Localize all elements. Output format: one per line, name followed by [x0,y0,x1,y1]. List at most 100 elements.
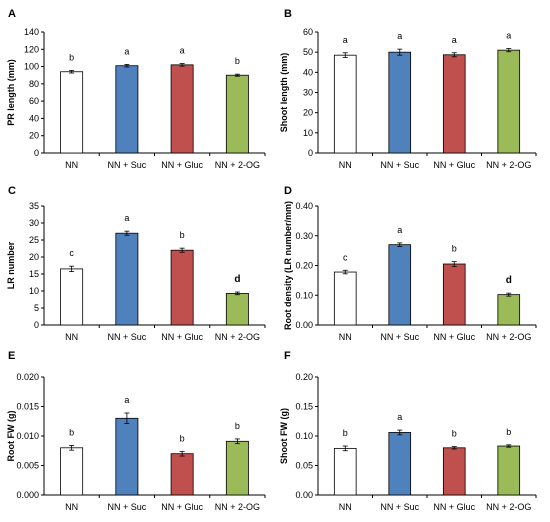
significance-letter: b [69,52,74,62]
bar [115,417,139,496]
bar [442,263,466,326]
y-tick-label: 60 [29,96,39,106]
significance-letter: a [180,46,185,56]
y-tick-label: 10 [303,128,313,138]
significance-letter: b [452,429,457,439]
significance-letter: d [506,275,512,286]
y-tick-label: 0.00 [295,490,313,500]
y-tick-label: 0.10 [295,431,313,441]
bar [333,271,357,326]
x-category-label: NN [65,502,78,512]
y-tick-label: 20 [29,252,39,262]
chart-panel-b: B Shoot length (mm) 0 10 20 30 40 50 60 a NN a NN + … [279,8,537,170]
significance-letter: a [124,395,129,405]
bar [333,54,357,154]
bar [60,447,84,496]
y-tick-label: 0.10 [295,290,313,300]
y-axis-title: Shoot length (mm) [279,53,289,133]
bar [442,447,466,496]
chart-panel-d: D Root density (LR number/mm) 0.00 0.10 0.20… [283,185,537,342]
y-axis-title: Shoot FW (g) [279,408,289,464]
bar [497,49,521,154]
significance-letter: a [124,213,129,223]
significance-letter: b [343,428,348,438]
y-tick-label: 120 [24,44,39,54]
y-tick-label: 0.010 [16,431,39,441]
x-category-label: NN + Gluc [161,502,203,512]
y-tick-label: 80 [29,79,39,89]
chart-panel-f: F Shoot FW (g) 0.00 0.05 0.10 0.15 0.20 b NN a NN … [279,350,537,512]
x-category-label: NN + Suc [107,160,146,170]
significance-letter: a [452,35,457,45]
y-tick-label: 0.020 [16,372,39,382]
y-tick-label: 0 [34,148,39,158]
x-category-label: NN + Gluc [433,502,475,512]
x-category-label: NN + 2-OG [486,502,531,512]
x-category-label: NN [339,332,352,342]
significance-letter: a [124,46,129,56]
x-category-label: NN + 2-OG [486,332,531,342]
y-tick-label: 0.40 [295,201,313,211]
y-tick-label: 0.000 [16,490,39,500]
y-tick-label: 0 [308,148,313,158]
x-category-label: NN [339,160,352,170]
y-tick-label: 50 [303,47,313,57]
x-category-label: NN + Gluc [161,160,203,170]
x-category-label: NN + 2-OG [486,160,531,170]
significance-letter: a [397,225,402,235]
x-category-label: NN [65,332,78,342]
significance-letter: c [69,248,74,258]
x-category-label: NN [65,160,78,170]
bar [388,244,412,326]
bar [442,54,466,154]
chart-panel-e: E Root FW (g) 0.000 0.005 0.010 0.015 0.020 b NN… [6,350,266,512]
y-tick-label: 0.30 [295,231,313,241]
panel-letter: F [284,350,291,362]
significance-letter: b [506,427,511,437]
bar [170,249,194,326]
bar [170,453,194,496]
y-tick-label: 0.05 [295,461,313,471]
x-category-label: NN + Gluc [433,332,475,342]
panel-letter: B [284,8,292,20]
y-tick-label: 35 [29,201,39,211]
x-category-label: NN + Suc [380,502,419,512]
bar [60,268,84,326]
y-tick-label: 5 [34,303,39,313]
bar [388,432,412,496]
x-category-label: NN + 2-OG [215,502,260,512]
bar [225,74,249,154]
y-tick-label: 0.20 [295,261,313,271]
y-tick-label: 0.005 [16,461,39,471]
y-tick-label: 0.00 [295,320,313,330]
panel-letter: A [8,8,16,20]
y-tick-label: 60 [303,27,313,37]
significance-letter: b [180,433,185,443]
y-axis-title: LR number [6,241,16,289]
significance-letter: b [235,421,240,431]
significance-letter: c [343,252,348,262]
bar [333,447,357,496]
y-tick-label: 20 [29,131,39,141]
significance-letter: b [452,244,457,254]
y-tick-label: 15 [29,269,39,279]
x-category-label: NN + Suc [107,502,146,512]
significance-letter: b [235,56,240,66]
bar [115,232,139,326]
bar [497,294,521,326]
bar [225,292,249,326]
panel-letter: D [284,185,292,197]
chart-panel-c: C LR number 0 5 10 15 20 25 30 35 c NN a NN + Suc b NN … [6,185,266,342]
y-tick-label: 40 [303,67,313,77]
significance-letter: a [343,35,348,45]
y-tick-label: 40 [29,113,39,123]
x-category-label: NN + Suc [380,160,419,170]
y-tick-label: 0.20 [295,372,313,382]
chart-panel-a: A PR length (mm) 0 20 40 60 80 100 120 140 b NN a NN … [6,8,266,170]
bar [225,440,249,496]
x-category-label: NN + 2-OG [215,332,260,342]
significance-letter: b [69,427,74,437]
significance-letter: a [397,412,402,422]
y-tick-label: 140 [24,27,39,37]
